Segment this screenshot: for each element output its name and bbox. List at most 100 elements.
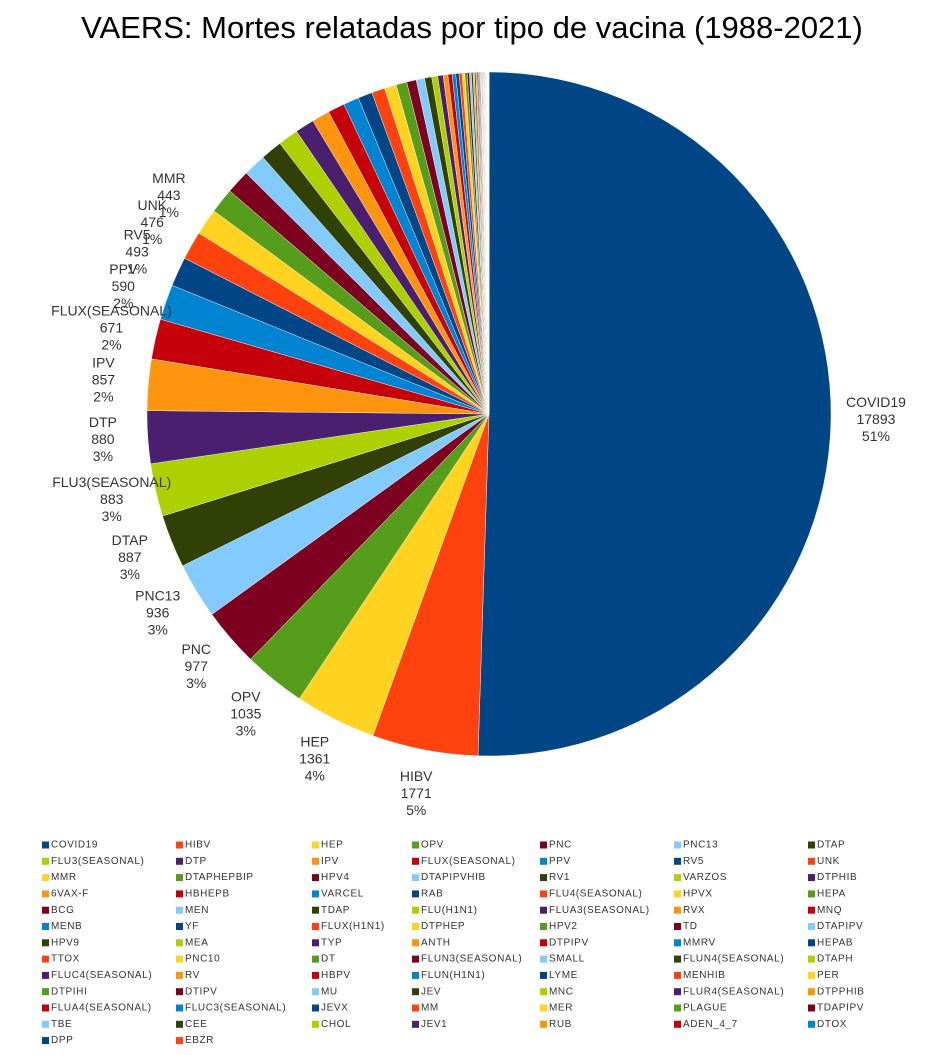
legend-label: DTAPHEPBIP xyxy=(185,872,254,883)
legend-label: DTOX xyxy=(817,1019,847,1030)
legend-swatch xyxy=(674,1020,681,1028)
legend-label: HPV9 xyxy=(51,937,80,948)
legend-item: DTAPIPV xyxy=(808,921,863,932)
slice-label-text: 4% xyxy=(305,767,325,783)
legend-label: FLUN4(SEASONAL) xyxy=(683,954,784,965)
legend-label: MEA xyxy=(185,937,208,948)
slice-label-text: 883 xyxy=(100,491,124,507)
legend-swatch xyxy=(42,857,49,865)
legend-swatch xyxy=(42,1020,49,1028)
legend-swatch xyxy=(412,1020,419,1028)
legend-label: HBPV xyxy=(321,970,351,981)
slice-label-text: UNK xyxy=(137,197,167,213)
legend-item: FLU(H1N1) xyxy=(412,905,478,916)
legend-label: RV xyxy=(185,970,200,981)
legend-label: MENB xyxy=(51,921,82,932)
legend-swatch xyxy=(412,1004,419,1012)
legend-item: PNC xyxy=(540,840,571,851)
slice-label-text: 3% xyxy=(102,508,122,524)
legend-swatch xyxy=(176,841,183,849)
legend-label: MENHIB xyxy=(683,970,726,981)
legend-label: CEE xyxy=(185,1019,207,1030)
legend-item: MENB xyxy=(42,921,82,932)
legend-item: TDAPIPV xyxy=(808,1003,863,1014)
legend-item: FLU4(SEASONAL) xyxy=(540,889,642,900)
legend-label: VARCEL xyxy=(321,889,364,900)
legend-item: DTAPHEPBIP xyxy=(176,872,254,883)
slice-label-text: 671 xyxy=(100,320,124,336)
slice-label-text: 1771 xyxy=(401,785,432,801)
legend-swatch xyxy=(540,874,547,882)
legend-item: HPV2 xyxy=(540,921,577,932)
legend-item: VARCEL xyxy=(312,889,364,900)
legend-item: DTAPIPVHIB xyxy=(412,872,485,883)
legend-item: LYME xyxy=(540,970,577,981)
legend-item: DTAPH xyxy=(808,954,853,965)
legend-item: ADEN_4_7 xyxy=(674,1019,737,1030)
legend-swatch xyxy=(312,1004,319,1012)
legend-label: FLU4(SEASONAL) xyxy=(549,889,642,900)
legend-swatch xyxy=(176,1020,183,1028)
slice-label-text: 3% xyxy=(120,566,140,582)
legend-swatch xyxy=(312,923,319,930)
legend-item: DTPHIB xyxy=(808,872,857,883)
legend-label: FLU(H1N1) xyxy=(421,905,478,916)
legend-label: JEV1 xyxy=(421,1019,447,1030)
legend-item: PER xyxy=(808,970,839,981)
legend-item: MNQ xyxy=(808,905,842,916)
legend-label: HPVX xyxy=(683,889,713,900)
legend-swatch xyxy=(412,923,419,930)
legend-swatch xyxy=(412,988,419,996)
legend-item: DTP xyxy=(176,856,207,867)
legend-swatch xyxy=(176,890,183,898)
legend-swatch xyxy=(674,857,681,865)
slice-label-text: 887 xyxy=(118,549,142,565)
legend-item: FLUR4(SEASONAL) xyxy=(674,986,784,997)
legend-swatch xyxy=(312,841,319,849)
legend-swatch xyxy=(412,955,419,963)
legend-label: DTP xyxy=(185,856,207,867)
legend-swatch xyxy=(412,906,419,914)
legend-swatch xyxy=(674,874,681,882)
legend-label: HPV4 xyxy=(321,872,350,883)
legend-item: FLUN(H1N1) xyxy=(412,970,485,981)
legend-item: MM xyxy=(412,1003,438,1014)
legend-item: IPV xyxy=(312,856,338,867)
legend-swatch xyxy=(808,1004,815,1012)
legend-item: HEPAB xyxy=(808,937,853,948)
legend-label: FLUN(H1N1) xyxy=(421,970,485,981)
legend-item: DTAP xyxy=(808,840,845,851)
legend-label: ANTH xyxy=(421,937,451,948)
legend-item: DTIPV xyxy=(176,986,217,997)
slice-label-text: FLU3(SEASONAL) xyxy=(52,474,171,490)
legend-label: PLAGUE xyxy=(683,1003,727,1014)
legend-label: HEPAB xyxy=(817,937,853,948)
legend-swatch xyxy=(42,988,49,996)
legend-item: MMR xyxy=(42,872,76,883)
slice-label-text: 5% xyxy=(406,802,426,818)
pie-slice xyxy=(477,71,832,757)
legend-item: HEPA xyxy=(808,889,846,900)
legend-label: HEPA xyxy=(817,889,846,900)
legend-item: MER xyxy=(540,1003,572,1014)
legend-swatch xyxy=(808,988,815,996)
legend-swatch xyxy=(312,857,319,865)
legend-label: DPP xyxy=(51,1035,73,1046)
slice-label-text: 880 xyxy=(91,431,115,447)
legend-swatch xyxy=(808,923,815,930)
legend-swatch xyxy=(674,988,681,996)
legend-label: DTPIHI xyxy=(51,986,87,997)
legend-label: YF xyxy=(185,921,199,932)
legend-label: PPV xyxy=(549,856,571,867)
legend-item: SMALL xyxy=(540,954,584,965)
legend-label: DTIPV xyxy=(185,986,217,997)
legend-item: FLUX(H1N1) xyxy=(312,921,384,932)
slice-label-text: 3% xyxy=(148,622,168,638)
legend-item: UNK xyxy=(808,856,839,867)
legend-swatch xyxy=(808,890,815,898)
